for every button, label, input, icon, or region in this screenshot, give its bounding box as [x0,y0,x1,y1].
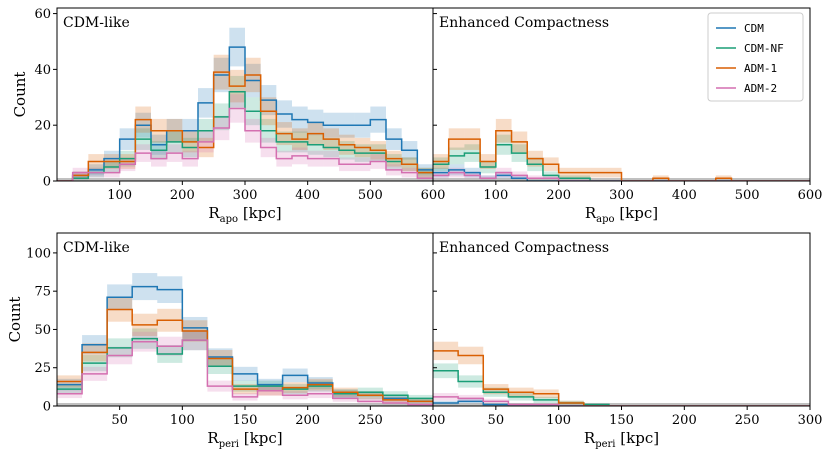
y-tick-label: 50 [34,323,51,338]
x-tick-label: 300 [798,413,823,428]
x-tick-label: 200 [295,413,320,428]
legend-label-adm-2: ADM-2 [744,82,777,95]
x-tick-label: 250 [735,413,760,428]
x-axis-label: Rperi [kpc] [584,429,659,450]
y-axis-label: Count [6,297,24,343]
legend: CDM CDM-NF ADM-1 ADM-2 [708,13,803,101]
x-tick-label: 200 [546,188,571,203]
y-tick-label: 20 [34,119,51,134]
panel-cdm-like: 0 25 50 75 100 50 100 150 200 250 300 CDM-like Rperi… [26,233,445,450]
panel-title: Enhanced Compactness [439,240,609,256]
panel-title: CDM-like [63,240,130,256]
series-line-adm-1 [433,351,810,406]
panel-enhanced-compactness: 100 200 300 400 500 600 Enhanced Compactness Ra… [433,8,822,225]
plot-area [57,28,433,181]
x-tick-label: 150 [609,413,634,428]
y-tick-label: 0 [43,400,51,415]
x-tick-label: 50 [488,413,505,428]
chart-row-bottom: Count 0 25 50 75 100 50 100 150 200 250 300 CDM-like… [6,233,822,450]
plot-area [433,342,810,406]
x-tick-label: 100 [170,413,195,428]
x-axis-label: Rapo [kpc] [585,204,658,225]
x-tick-label: 50 [111,413,128,428]
axes-frame [433,233,810,406]
y-tick-label: 100 [26,246,51,261]
x-tick-label: 400 [672,188,697,203]
x-tick-label: 200 [170,188,195,203]
x-tick-label: 100 [107,188,132,203]
y-tick-label: 40 [34,63,51,78]
panel-title: CDM-like [63,15,130,31]
chart-row-top: Count 0 20 40 60 100 200 300 400 500 600 CDM-like Ra… [11,7,822,225]
legend-label-cdm-nf: CDM-NF [744,42,784,55]
x-tick-label: 200 [672,413,697,428]
x-axis-label: Rperi [kpc] [207,429,282,450]
legend-label-cdm: CDM [744,22,764,35]
x-tick-label: 500 [735,188,760,203]
x-tick-label: 100 [546,413,571,428]
y-tick-label: 60 [34,7,51,22]
x-tick-label: 500 [358,188,383,203]
x-tick-label: 600 [421,188,446,203]
y-tick-label: 0 [43,175,51,190]
y-tick-label: 75 [34,285,51,300]
plot-area [433,119,810,181]
panel-cdm-like: 0 20 40 60 100 200 300 400 500 600 CDM-like Rapo [k… [34,7,445,225]
panel-enhanced-compactness: 50 100 150 200 250 300 Enhanced Compactness Rpe… [433,233,822,450]
x-tick-label: 600 [798,188,823,203]
x-tick-label: 400 [295,188,320,203]
x-tick-label: 100 [483,188,508,203]
x-tick-label: 300 [421,413,446,428]
x-tick-label: 300 [609,188,634,203]
x-tick-label: 250 [358,413,383,428]
x-tick-label: 150 [233,413,258,428]
plot-area [57,273,433,406]
x-tick-label: 300 [233,188,258,203]
x-axis-label: Rapo [kpc] [208,204,281,225]
y-tick-label: 25 [34,361,51,376]
legend-label-adm-1: ADM-1 [744,62,777,75]
y-axis-label: Count [11,72,29,118]
panel-title: Enhanced Compactness [439,15,609,31]
figure: Count0204060100 200 300 400 500 600CDM-likeRa… [0,0,830,457]
